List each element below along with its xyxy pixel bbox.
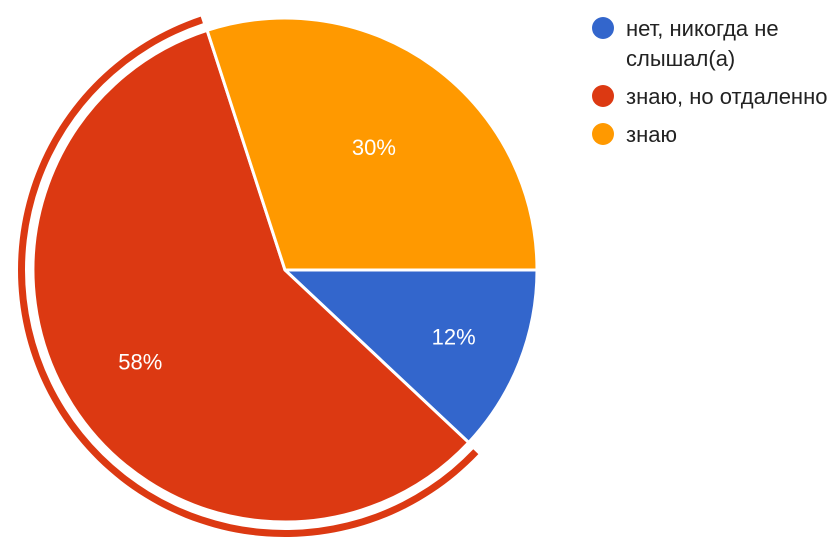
legend-item[interactable]: нет, никогда не слышал(а): [592, 14, 832, 74]
legend-swatch-red: [592, 85, 614, 107]
pie-slices: [17, 16, 539, 538]
pie-slice-red[interactable]: [31, 28, 471, 524]
legend: нет, никогда не слышал(а) знаю, но отдал…: [592, 14, 832, 158]
slice-value-label: 12%: [432, 324, 476, 349]
legend-label: знаю: [626, 122, 677, 147]
slice-value-label: 58%: [118, 349, 162, 374]
legend-swatch-blue: [592, 17, 614, 39]
legend-swatch-orange: [592, 123, 614, 145]
slice-value-label: 30%: [352, 135, 396, 160]
selected-slice-highlight: [17, 16, 479, 538]
pie-slice-blue[interactable]: [283, 268, 539, 445]
pie-value-labels: 12% 58% 30%: [118, 135, 475, 374]
legend-label: нет, никогда не слышал(а): [626, 16, 779, 71]
legend-item[interactable]: знаю: [592, 120, 832, 150]
legend-label: знаю, но отдаленно: [626, 84, 828, 109]
pie-slice-orange[interactable]: [205, 16, 539, 272]
legend-item[interactable]: знаю, но отдаленно: [592, 82, 832, 112]
